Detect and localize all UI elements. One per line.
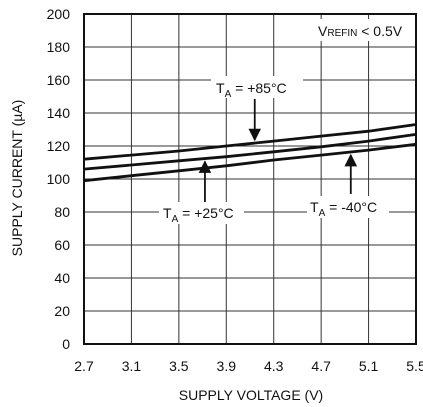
x-tick-label: 5.1 xyxy=(359,358,379,374)
annotation-25c-suffix: = +25°C xyxy=(178,205,233,221)
y-tick-label: 20 xyxy=(54,303,70,319)
annotation-25c: TA = +25°C xyxy=(163,205,234,225)
y-tick-label: 80 xyxy=(54,204,70,220)
annotation-m40c-bg xyxy=(307,196,389,218)
x-tick-labels: 2.7 3.1 3.5 3.9 4.3 4.7 5.1 5.5 xyxy=(74,358,423,374)
annotation-leaders xyxy=(198,99,358,203)
x-tick-label: 2.7 xyxy=(74,358,94,374)
x-tick-label: 3.1 xyxy=(122,358,142,374)
annotation-85c-sub: A xyxy=(225,89,232,100)
x-tick-label: 3.5 xyxy=(169,358,189,374)
series-line-25c xyxy=(83,133,417,171)
x-axis-label: SUPPLY VOLTAGE (V) xyxy=(179,387,323,403)
annotation-25c-bg xyxy=(159,202,244,224)
annotation-m40c-suffix: = -40°C xyxy=(325,199,377,215)
series-line-85c xyxy=(83,123,417,161)
condition-label: VREFIN < 0.5V xyxy=(318,23,403,39)
plot-frame xyxy=(83,13,417,345)
y-tick-label: 100 xyxy=(47,171,71,187)
condition-label-prefix: V xyxy=(318,23,328,39)
series-lines xyxy=(83,123,417,183)
annotation-m40c: TA = -40°C xyxy=(310,199,377,219)
x-tick-label: 3.9 xyxy=(217,358,237,374)
grid-lines xyxy=(84,14,416,344)
x-tick-label: 4.3 xyxy=(264,358,284,374)
y-tick-label: 40 xyxy=(54,270,70,286)
y-tick-label: 180 xyxy=(47,39,71,55)
x-tick-label: 4.7 xyxy=(311,358,331,374)
annotation-85c: TA = +85°C xyxy=(216,80,287,100)
annotation-85c-bg xyxy=(211,76,303,98)
condition-label-bg xyxy=(314,19,412,41)
y-tick-label: 140 xyxy=(47,105,71,121)
y-tick-label: 60 xyxy=(54,237,70,253)
y-tick-label: 200 xyxy=(47,6,71,22)
annotation-25c-sub: A xyxy=(172,214,179,225)
series-line-minus40c xyxy=(83,142,417,183)
annotation-m40c-sub: A xyxy=(319,208,326,219)
y-tick-label: 120 xyxy=(47,138,71,154)
y-axis-label: SUPPLY CURRENT (µA) xyxy=(9,100,25,257)
annotation-85c-suffix: = +85°C xyxy=(231,80,286,96)
annotation-m40c-prefix: T xyxy=(310,199,319,215)
y-tick-labels: 0 20 40 60 80 100 120 140 160 180 200 xyxy=(47,6,71,352)
x-tick-label: 5.5 xyxy=(406,358,423,374)
condition-label-sub: REFIN xyxy=(327,28,357,39)
condition-label-suffix: < 0.5V xyxy=(357,23,402,39)
y-tick-label: 0 xyxy=(62,336,70,352)
annotation-85c-prefix: T xyxy=(216,80,225,96)
y-tick-label: 160 xyxy=(47,72,71,88)
annotation-25c-prefix: T xyxy=(163,205,172,221)
